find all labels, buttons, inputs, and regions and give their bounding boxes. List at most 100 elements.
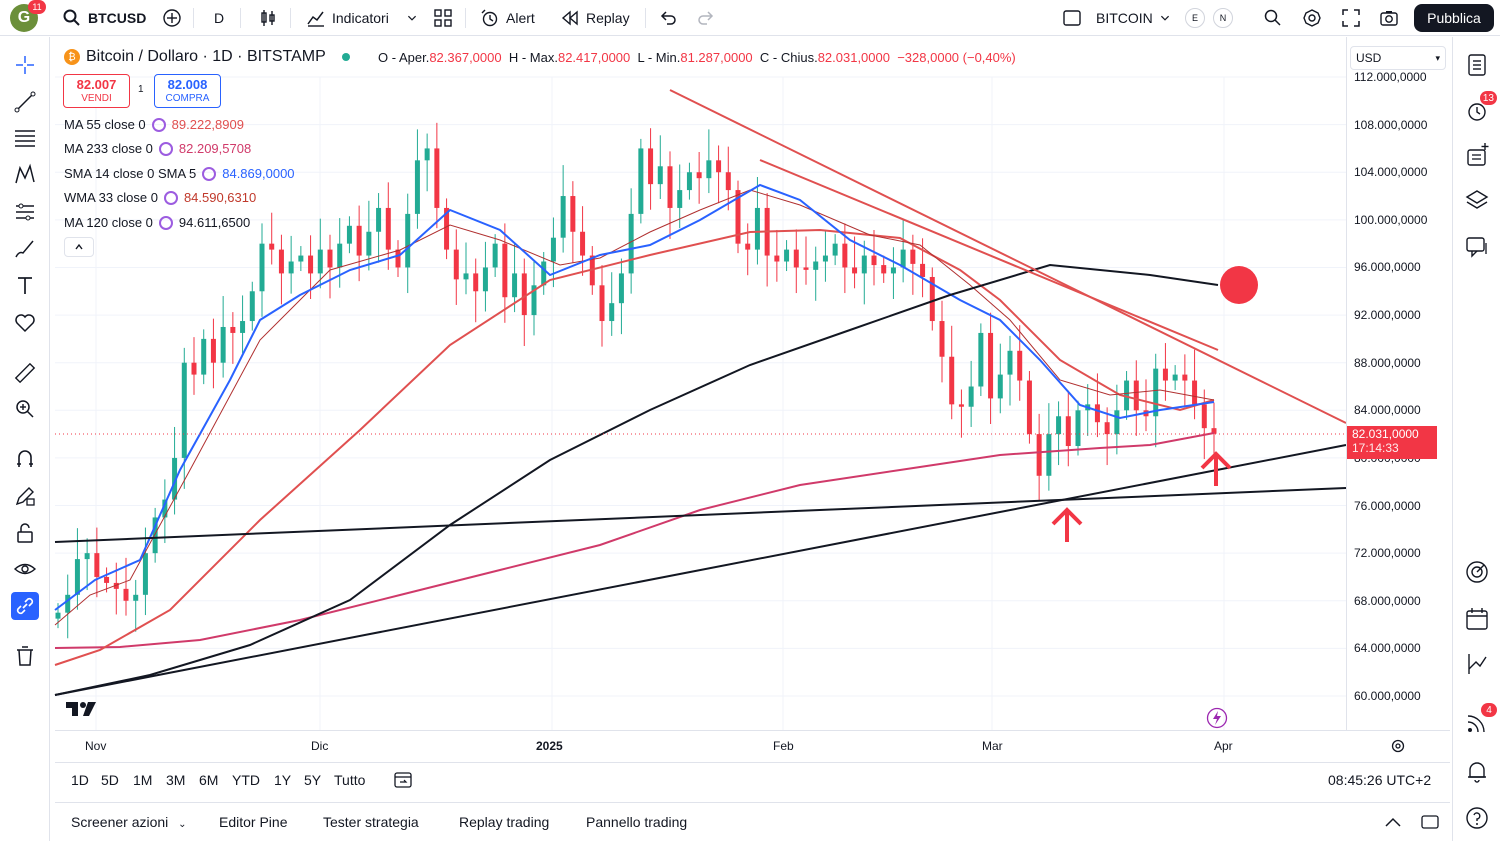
time-axis[interactable] — [55, 730, 1450, 760]
forecast-tool[interactable] — [11, 198, 39, 226]
chevron-up-icon[interactable] — [1383, 814, 1403, 830]
watchlist-button[interactable] — [1463, 51, 1491, 79]
range-ytd[interactable]: YTD — [232, 772, 260, 788]
publish-button[interactable]: Pubblica — [1414, 4, 1494, 32]
buy-button[interactable]: 82.008 COMPRA — [154, 74, 221, 108]
brush-tool[interactable] — [11, 235, 39, 263]
maximize-panel-icon[interactable] — [1420, 813, 1440, 831]
indicators-label: Indicatori — [332, 10, 389, 26]
tab-pine-editor[interactable]: Editor Pine — [219, 814, 288, 830]
fib-tool[interactable] — [11, 124, 39, 152]
calendar-button[interactable] — [1463, 605, 1491, 633]
symbol-search[interactable]: BTCUSD — [62, 0, 146, 36]
tab-stock-screener[interactable]: Screener azioni ⌄ — [71, 814, 187, 830]
candle-body — [1056, 416, 1062, 435]
candle-body — [444, 207, 450, 250]
text-tool[interactable] — [11, 272, 39, 300]
range-3m[interactable]: 3M — [166, 772, 186, 788]
notifications-button[interactable] — [1463, 757, 1491, 785]
help-icon — [1466, 807, 1488, 829]
candle-body — [55, 612, 61, 619]
indicator-ma120[interactable]: MA 120 close 0 94.611,6500 — [64, 215, 250, 230]
eye-icon — [13, 563, 37, 575]
snapshot-button[interactable] — [1379, 0, 1399, 36]
magnet-tool[interactable] — [11, 445, 39, 473]
object-tree-button[interactable] — [1463, 141, 1491, 169]
streams-button[interactable]: 4 — [1463, 703, 1497, 737]
n-badge[interactable]: N — [1213, 8, 1233, 28]
sync-drawings-tool[interactable] — [11, 592, 39, 620]
grid-icon — [434, 9, 452, 27]
indicator-label: MA 233 close 0 — [64, 141, 153, 156]
price-axis[interactable] — [1346, 37, 1452, 730]
indicators-button[interactable]: Indicatori — [306, 0, 389, 36]
tab-replay-trading[interactable]: Replay trading — [459, 814, 550, 830]
zoom-tool[interactable] — [11, 395, 39, 423]
layouts-button[interactable] — [433, 0, 453, 36]
chats-button[interactable] — [1463, 233, 1491, 261]
range-all[interactable]: Tutto — [334, 772, 366, 788]
alerts-button[interactable]: 13 — [1463, 91, 1497, 125]
symbol-legend[interactable]: ₿ Bitcoin / Dollaro · 1D · BITSTAMP — [64, 48, 350, 66]
drawing-mode-tool[interactable] — [11, 482, 39, 510]
e-badge[interactable]: E — [1185, 8, 1205, 28]
candle-body — [104, 576, 110, 583]
collapse-legend-button[interactable] — [64, 237, 94, 257]
icons-tool[interactable] — [11, 309, 39, 337]
pattern-tool[interactable] — [11, 161, 39, 189]
clock-timezone[interactable]: 08:45:26 UTC+2 — [1328, 772, 1432, 788]
replay-button[interactable]: Replay — [560, 0, 630, 36]
crosshair-tool[interactable] — [11, 51, 39, 79]
indicator-ma233[interactable]: MA 233 close 0 82.209,5708 — [64, 141, 251, 156]
range-1y[interactable]: 1Y — [274, 772, 292, 788]
layout-name-button[interactable]: BITCOIN — [1062, 0, 1171, 36]
hotlists-button[interactable] — [1463, 558, 1491, 586]
help-button[interactable] — [1463, 804, 1491, 832]
compare-symbol-button[interactable] — [162, 0, 182, 36]
tab-trading-panel[interactable]: Pannello trading — [586, 814, 688, 830]
candle-body — [210, 338, 216, 363]
indicators-dropdown[interactable] — [406, 0, 418, 36]
annotations — [1051, 266, 1258, 542]
alert-button[interactable]: Alert — [480, 0, 535, 36]
remove-drawings-tool[interactable] — [11, 642, 39, 670]
measure-tool[interactable] — [11, 359, 39, 387]
hide-drawings-tool[interactable] — [11, 555, 39, 583]
chart-type-button[interactable] — [258, 0, 278, 36]
range-5d[interactable]: 5D — [101, 772, 119, 788]
range-1d[interactable]: 1D — [71, 772, 89, 788]
time-label-apr: Apr — [1214, 739, 1233, 753]
trendline-tool[interactable] — [11, 88, 39, 116]
chart-grid — [55, 76, 1346, 730]
ideas-button[interactable] — [1463, 650, 1491, 678]
candle-body — [686, 172, 692, 191]
range-6m[interactable]: 6M — [199, 772, 219, 788]
indicator-sma14[interactable]: SMA 14 close 0 SMA 5 84.869,0000 — [64, 166, 295, 181]
fullscreen-button[interactable] — [1341, 0, 1361, 36]
candle-body — [240, 321, 246, 333]
flash-icon[interactable] — [1206, 707, 1228, 729]
high-label: H - Max. — [508, 50, 558, 65]
quick-search-button[interactable] — [1263, 0, 1283, 36]
redo-button[interactable] — [696, 0, 716, 36]
lock-drawings-tool[interactable] — [11, 519, 39, 547]
broadcast-icon — [1467, 715, 1485, 733]
price-tick-label: 100.000,0000 — [1354, 212, 1428, 227]
goto-date-icon[interactable] — [393, 769, 413, 789]
indicator-ma55[interactable]: MA 55 close 0 89.222,8909 — [64, 117, 244, 132]
currency-select[interactable]: USD ▾ — [1350, 46, 1446, 70]
sell-button[interactable]: 82.007 VENDI — [63, 74, 130, 108]
tab-strategy-tester[interactable]: Tester strategia — [323, 814, 419, 830]
indicator-wma33[interactable]: WMA 33 close 0 84.590,6310 — [64, 190, 256, 205]
up-arrow-left-head — [1051, 507, 1083, 526]
price-tick-label: 104.000,0000 — [1354, 165, 1428, 180]
undo-button[interactable] — [658, 0, 678, 36]
settings-button[interactable] — [1302, 0, 1322, 36]
range-5y[interactable]: 5Y — [304, 772, 322, 788]
range-1m[interactable]: 1M — [133, 772, 153, 788]
layers-button[interactable] — [1463, 186, 1491, 214]
interval-button[interactable]: D — [214, 0, 224, 36]
candle-body — [813, 261, 819, 270]
axis-settings-icon[interactable] — [1390, 738, 1406, 754]
